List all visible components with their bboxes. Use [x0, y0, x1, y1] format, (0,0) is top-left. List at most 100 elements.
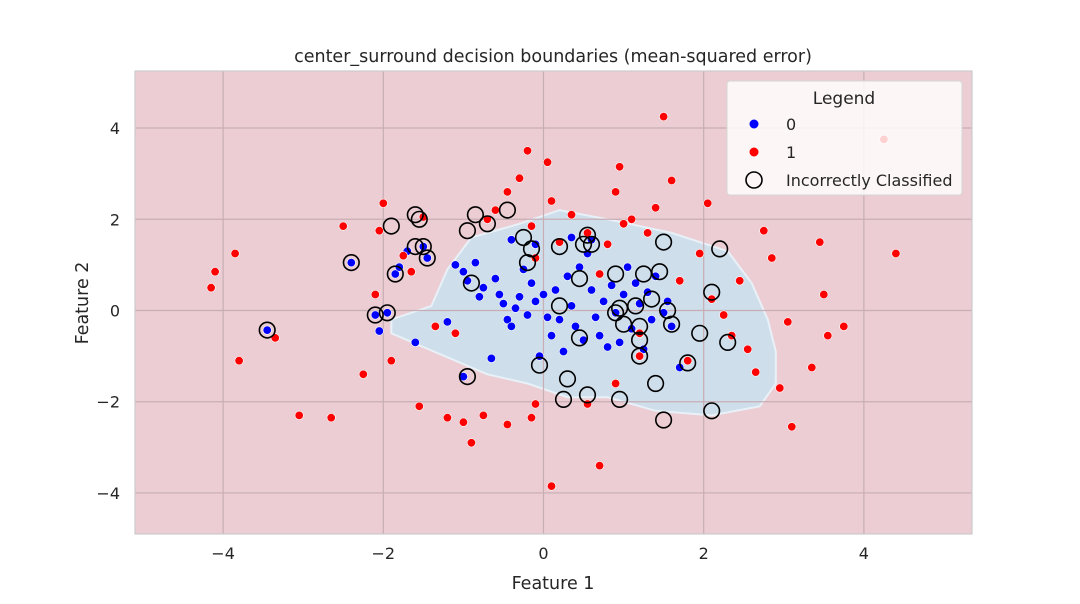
legend-box: [726, 80, 963, 196]
data-point-class-1: [210, 267, 220, 277]
data-point-class-1: [675, 276, 685, 286]
misclassified-ring: [406, 238, 424, 256]
data-point-class-1: [482, 214, 492, 224]
data-point-class-1: [759, 226, 769, 236]
misclassified-ring: [378, 304, 396, 322]
x-tick-label: −4: [211, 544, 235, 563]
y-tick-label: 4: [110, 119, 120, 138]
x-tick-label: 4: [859, 544, 869, 563]
data-point-class-1: [595, 269, 605, 279]
misclassified-ring: [606, 265, 625, 283]
data-point-class-0: [538, 289, 548, 299]
data-point-class-0: [595, 331, 605, 341]
y-tick-label: −4: [96, 484, 120, 503]
misclassified-ring: [366, 306, 384, 324]
legend: Legend 0 1 Incorrectly Classified: [726, 80, 963, 196]
data-point-class-1: [414, 401, 424, 411]
data-point-class-1: [466, 438, 476, 448]
data-point-class-1: [514, 173, 524, 183]
misclassified-ring: [458, 368, 477, 386]
data-point-class-1: [819, 289, 829, 299]
misclassified-ring: [418, 249, 436, 267]
misclassified-ring: [458, 222, 477, 240]
data-point-class-0: [623, 262, 633, 272]
data-point-class-0: [599, 296, 609, 306]
data-point-class-1: [522, 146, 532, 156]
legend-label-1: 1: [786, 143, 796, 162]
data-point-class-0: [550, 285, 560, 295]
data-point-class-1: [370, 289, 380, 299]
data-point-class-1: [358, 369, 368, 379]
misclassified-ring: [578, 226, 597, 244]
misclassified-ring: [654, 411, 673, 429]
data-point-class-1: [582, 399, 592, 409]
data-point-class-1: [378, 198, 388, 208]
data-point-class-0: [450, 260, 460, 270]
data-point-class-1: [743, 344, 753, 354]
data-point-class-0: [566, 233, 576, 243]
data-point-class-1: [542, 157, 552, 167]
y-tick-label: 0: [110, 301, 120, 320]
chart-title: center_surround decision boundaries (mea…: [294, 47, 812, 67]
data-point-class-1: [891, 249, 901, 259]
data-point-class-1: [526, 413, 536, 423]
x-tick-label: 0: [538, 544, 548, 563]
misclassified-ring: [610, 390, 629, 409]
misclassified-ring: [630, 331, 649, 349]
data-point-class-1: [294, 410, 304, 420]
misclassified-ring: [606, 304, 625, 322]
data-point-class-0: [410, 337, 420, 347]
x-tick-label: −2: [371, 544, 395, 563]
data-point-class-0: [591, 312, 601, 322]
data-point-class-1: [442, 413, 452, 423]
data-point-class-1: [326, 413, 336, 423]
data-point-class-1: [627, 214, 637, 224]
data-point-class-1: [643, 228, 653, 238]
data-point-class-0: [530, 296, 540, 306]
misclassified-ring: [514, 228, 533, 247]
data-point-class-0: [611, 308, 621, 318]
data-point-class-1: [386, 356, 396, 366]
data-point-class-1: [659, 112, 669, 122]
legend-marker-0: [749, 119, 759, 129]
misclassified-ring: [414, 238, 432, 256]
misclassified-ring: [406, 206, 424, 224]
data-point-class-1: [338, 221, 348, 231]
data-point-class-1: [546, 481, 556, 491]
data-point-class-0: [370, 310, 380, 320]
data-point-class-1: [751, 367, 761, 377]
data-point-class-1: [807, 362, 817, 372]
x-axis-ticks: −4 −2 0 2 4: [211, 544, 869, 563]
data-point-class-0: [478, 283, 488, 293]
misclassified-ring: [654, 233, 673, 251]
data-point-class-1: [611, 378, 621, 388]
data-point-class-0: [506, 321, 516, 331]
data-point-class-0: [631, 278, 641, 288]
misclassified-ring: [646, 374, 665, 393]
data-point-class-0: [374, 326, 384, 336]
data-point-class-1: [206, 283, 216, 293]
data-point-class-1: [398, 251, 408, 261]
misclassified-ring: [410, 210, 428, 228]
data-point-class-1: [566, 210, 576, 220]
data-point-class-0: [619, 289, 629, 299]
data-point-class-1: [595, 461, 605, 471]
misclassified-ring: [719, 333, 737, 352]
legend-marker-misclassified: [745, 171, 763, 189]
misclassified-ring: [650, 263, 669, 281]
data-point-class-0: [470, 258, 480, 268]
data-point-class-0: [667, 321, 677, 331]
misclassified-ring: [578, 386, 597, 404]
misclassified-ring: [498, 201, 517, 219]
data-point-class-1: [458, 417, 468, 427]
legend-label-misclassified: Incorrectly Classified: [786, 171, 953, 190]
misclassified-ring: [662, 315, 681, 333]
data-point-class-0: [546, 331, 556, 341]
data-point-class-1: [546, 196, 556, 206]
misclassified-ring: [558, 370, 577, 388]
data-point-class-0: [382, 308, 392, 318]
data-point-class-0: [526, 278, 536, 288]
y-axis-ticks: −4 −2 0 2 4: [96, 119, 120, 503]
legend-label-0: 0: [786, 115, 796, 134]
